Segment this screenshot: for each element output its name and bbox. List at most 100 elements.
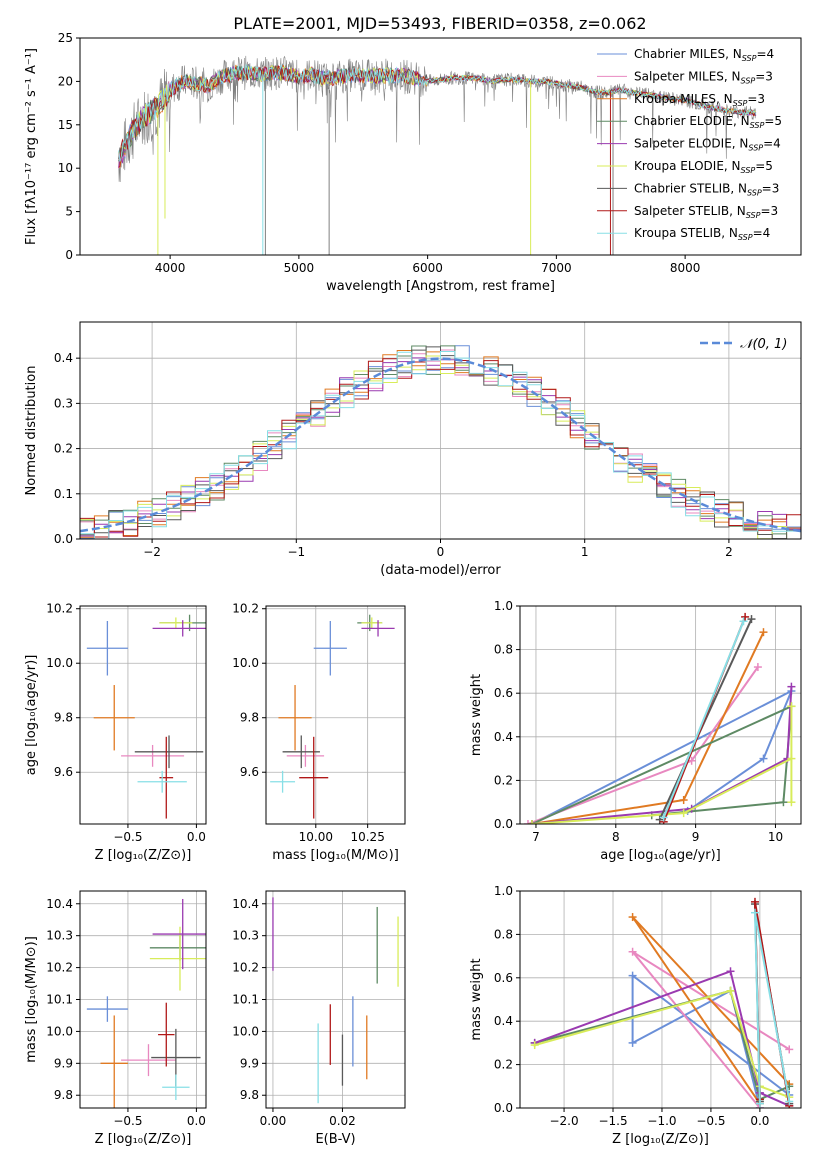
weight-marker-chabrier_miles [759, 754, 768, 763]
y-tick-label: 10 [58, 161, 73, 175]
y-tick-label: 0.0 [494, 817, 513, 831]
x-tick-label: 0.0 [187, 830, 206, 844]
weight-line-salpeter_elodie [531, 686, 793, 824]
errorbar-kroupa_stelib [162, 1074, 190, 1101]
x-tick-label: 5000 [284, 261, 315, 275]
errorbar-salpeter_stelib [158, 1002, 175, 1067]
errorbar-salpeter_stelib [299, 736, 329, 819]
weight-line-kroupa_stelib [662, 620, 745, 818]
weight-marker-kroupa_stelib [659, 813, 668, 822]
y-tick-label: 10.2 [46, 961, 73, 975]
legend-entry: Chabrier MILES, NSSP=4 [597, 47, 774, 63]
x-tick-label: −0.5 [113, 830, 142, 844]
y-tick-label: 9.8 [54, 711, 73, 725]
y-tick-label: 10.1 [46, 993, 73, 1007]
y-axis-label: mass [log₁₀(M/M⊙)] [24, 936, 39, 1063]
plot-area [118, 55, 757, 255]
legend-label: Kroupa ELODIE, NSSP=5 [634, 159, 773, 175]
plot-area [80, 345, 801, 539]
errorbar-chabrier_miles [86, 996, 128, 1022]
y-tick-label: 9.9 [54, 1056, 73, 1070]
y-axis-label: Flux [fλ10⁻¹⁷ erg cm⁻² s⁻¹ A⁻¹] [24, 48, 39, 245]
axes-frame [79, 37, 802, 256]
y-tick-label: 9.8 [54, 1088, 73, 1102]
legend-label: Salpeter STELIB, NSSP=3 [634, 204, 778, 220]
x-tick-label: 8 [612, 830, 620, 844]
weight-marker-chabrier_elodie [779, 798, 788, 807]
weight-marker-kroupa_elodie [530, 1041, 539, 1050]
plot-area [270, 614, 395, 819]
weight-marker-kroupa_elodie [787, 798, 796, 807]
weight-line-chabrier_miles [531, 690, 793, 824]
weight-marker-kroupa_miles [679, 796, 688, 805]
x-tick-label: 0.02 [329, 1114, 356, 1128]
weight-marker-salpeter_miles [523, 820, 532, 824]
weight-marker-kroupa_elodie [726, 986, 735, 995]
x-tick-label: −2.0 [549, 1114, 578, 1128]
y-tick-label: 0.0 [494, 1101, 513, 1115]
axes-frame [519, 605, 802, 825]
errorbar-salpeter_miles [121, 744, 185, 767]
x-axis-label: wavelength [Angstrom, rest frame] [326, 279, 555, 294]
y-tick-label: 9.8 [240, 711, 259, 725]
y-tick-label: 9.9 [240, 1056, 259, 1070]
y-tick-label: 25 [58, 31, 73, 45]
x-tick-label: 0 [437, 545, 445, 559]
x-tick-label: 0.00 [260, 1114, 287, 1128]
weight-marker-salpeter_miles [785, 1045, 794, 1054]
legend-entry: Chabrier STELIB, NSSP=3 [597, 181, 779, 197]
legend-label: Chabrier MILES, NSSP=4 [634, 47, 774, 63]
gridlines [266, 606, 405, 824]
legend-label: Salpeter ELODIE, NSSP=4 [634, 137, 781, 153]
x-tick-label: 1 [581, 545, 589, 559]
weight-marker-kroupa_miles [759, 628, 768, 637]
y-axis-label: Normed distribution [24, 366, 39, 496]
weight-marker-kroupa_elodie [787, 754, 796, 763]
axes-weight_vs_age: 7 8 9 10 0.0 0.2 0.4 0.6 0.8 1.0 age [log₁₀(age/yr… [469, 599, 802, 863]
weight-marker-chabrier_miles [628, 971, 637, 980]
y-tick-label: 10.4 [232, 897, 259, 911]
plot-area [530, 897, 794, 1108]
y-tick-label: 0.4 [494, 730, 513, 744]
x-tick-label: 8000 [670, 261, 701, 275]
legend-label: Chabrier ELODIE, NSSP=5 [634, 114, 782, 130]
errorbar-salpeter_stelib [159, 736, 174, 819]
y-tick-label: 0.8 [494, 927, 513, 941]
y-tick-label: 10.0 [46, 656, 73, 670]
weight-marker-salpeter_stelib [741, 612, 750, 621]
weight-marker-salpeter_elodie [787, 682, 796, 691]
errorbar-kroupa_elodie [149, 926, 206, 991]
frame: 4000 5000 6000 7000 8000 0 5 10 15 20 25 wavelength… [24, 31, 802, 294]
axes-weight_vs_Z: −2.0 −1.5 −1.0 −0.5 0.0 0.0 0.2 0.4 0.6 0.8 1.0 Z [… [469, 884, 802, 1147]
y-tick-label: 10.0 [232, 1024, 259, 1038]
errorbar-kroupa_stelib [137, 770, 187, 793]
errorbar-chabrier_stelib [134, 735, 204, 769]
model-spectrum-kroupa_stelib [118, 63, 757, 162]
frame: 7 8 9 10 0.0 0.2 0.4 0.6 0.8 1.0 age [log₁₀(age/yr… [469, 599, 802, 863]
frame: 10.00 10.25 9.6 9.8 10.0 10.2 mass [log₁₀(M/M⊙… [232, 602, 406, 863]
x-tick-label: 10.00 [299, 830, 333, 844]
weight-marker-kroupa_stelib [755, 1099, 764, 1108]
legend-entry: Salpeter ELODIE, NSSP=4 [597, 137, 781, 153]
normal-curve [80, 357, 801, 533]
axes-spectrum: 4000 5000 6000 7000 8000 0 5 10 15 20 25 wavelength… [24, 31, 802, 294]
frame: −0.5 0.0 9.8 9.9 10.0 10.1 10.2 10.3 10.4 Z [log₁… [24, 890, 207, 1147]
errorbar-salpeter_miles [121, 1044, 176, 1077]
x-tick-label: 10 [768, 830, 783, 844]
x-tick-label: −0.5 [696, 1114, 725, 1128]
legend-label: Salpeter MILES, NSSP=3 [634, 69, 773, 85]
y-axis-label: mass weight [469, 674, 484, 756]
y-tick-label: 0.0 [54, 532, 73, 546]
legend-label: Kroupa STELIB, NSSP=4 [634, 226, 770, 242]
x-tick-label: −2 [143, 545, 161, 559]
gridlines [80, 891, 206, 1108]
y-tick-label: 10.3 [46, 929, 73, 943]
figure-title: PLATE=2001, MJD=53493, FIBERID=0358, z=0… [233, 14, 646, 33]
legend-label: Kroupa MILES, NSSP=3 [634, 92, 765, 108]
y-tick-label: 10.4 [46, 897, 73, 911]
y-tick-label: 20 [58, 74, 73, 88]
weight-marker-kroupa_stelib [785, 1097, 794, 1106]
weight-line-kroupa_elodie [534, 989, 790, 1099]
x-axis-label: (data-model)/error [380, 563, 501, 578]
legend-label: 𝒩(0, 1) [740, 337, 787, 352]
